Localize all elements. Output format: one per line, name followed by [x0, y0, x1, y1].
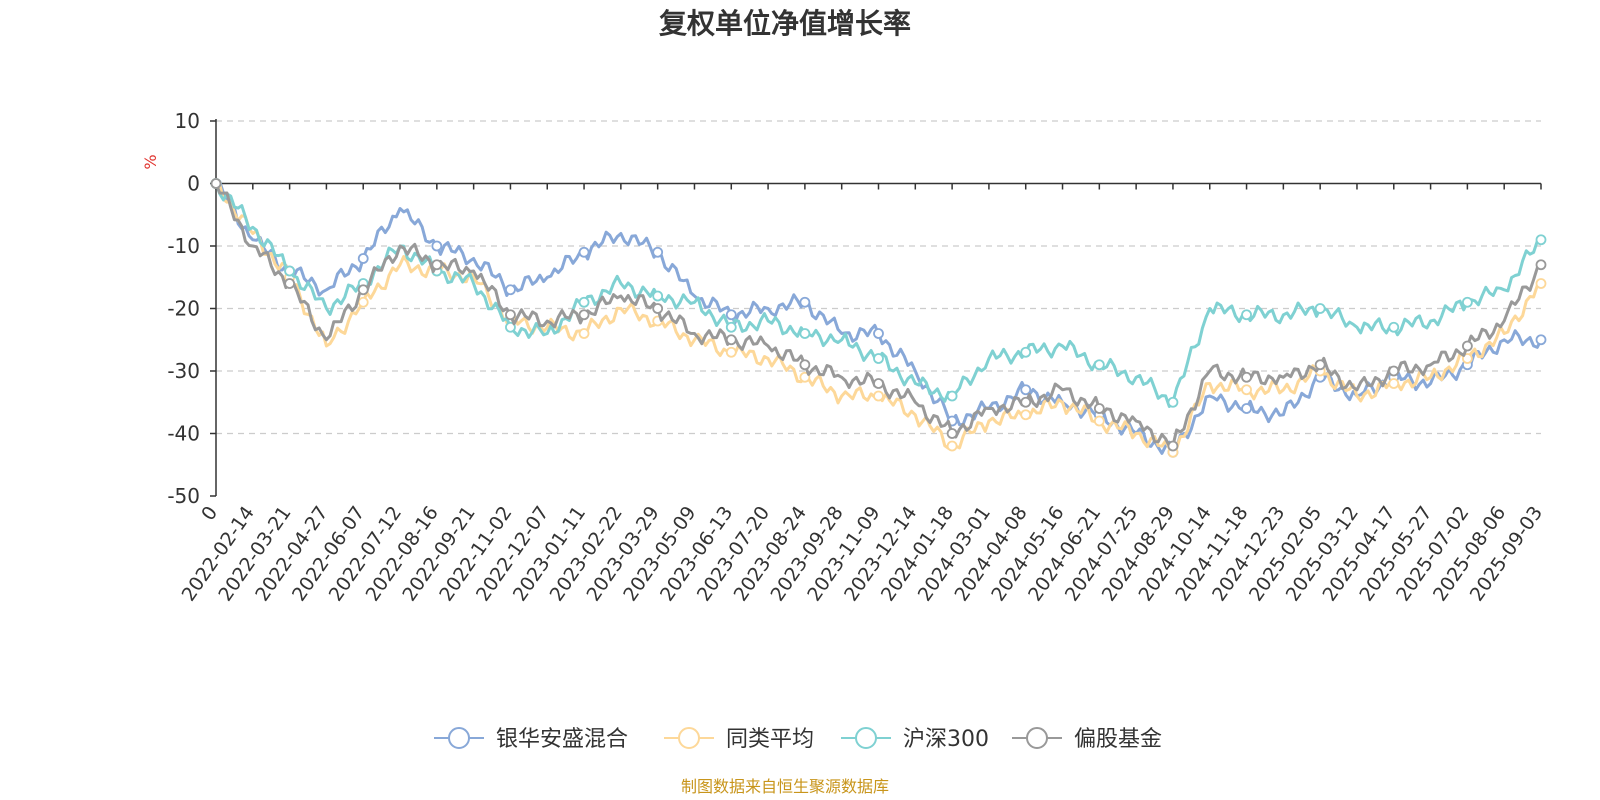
data-point — [357, 253, 369, 264]
data-point — [873, 353, 884, 364]
data-point — [1388, 378, 1400, 389]
data-point — [1535, 234, 1547, 246]
data-point — [210, 178, 222, 189]
data-point — [799, 328, 811, 339]
series-line — [214, 182, 1542, 408]
y-tick-label: -30 — [167, 359, 200, 383]
data-point — [1388, 365, 1400, 377]
legend: 银华安盛混合 同类平均 沪深300 偏股基金 — [434, 727, 1162, 752]
data-point — [799, 296, 811, 308]
data-point — [1461, 296, 1473, 308]
data-point — [431, 240, 443, 252]
data-point — [1167, 440, 1179, 452]
legend-label: 同类平均 — [726, 727, 814, 752]
data-point — [1461, 340, 1473, 352]
data-point — [946, 440, 958, 452]
y-tick-label: 0 — [187, 172, 200, 196]
data-point — [578, 328, 590, 339]
data-point — [1020, 346, 1032, 358]
data-point — [284, 278, 296, 289]
y-tick-label: -20 — [167, 297, 200, 321]
axes — [210, 119, 1542, 497]
y-tick-labels: 10 0 -10 -20 -30 -40 -50 — [167, 109, 200, 508]
data-point — [725, 309, 737, 321]
data-point — [1167, 396, 1179, 408]
data-point — [1020, 384, 1032, 396]
legend-marker — [678, 727, 700, 749]
y-axis-unit: % — [141, 154, 160, 169]
data-point — [946, 428, 958, 439]
data-point — [1020, 396, 1032, 408]
data-point — [652, 290, 664, 302]
y-tick-label: -10 — [167, 234, 200, 258]
x-tick-label: 0 — [197, 502, 222, 525]
x-tick-labels: 02022-02-142022-03-212022-04-272022-06-0… — [178, 502, 1548, 605]
legend-label: 偏股基金 — [1074, 727, 1162, 752]
data-point — [873, 390, 884, 402]
legend-label: 沪深300 — [903, 727, 989, 752]
legend-marker — [1026, 727, 1048, 749]
data-point — [799, 359, 811, 371]
series-lines — [210, 178, 1547, 458]
data-point — [357, 284, 369, 296]
data-point — [1461, 353, 1473, 364]
data-point — [578, 309, 590, 321]
data-point — [946, 390, 958, 402]
data-point — [505, 309, 516, 321]
data-point — [1314, 359, 1326, 371]
data-point — [1093, 415, 1105, 427]
chart-title: 复权单位净值增长率 — [659, 7, 911, 40]
data-point — [357, 296, 369, 308]
y-tick-label: 10 — [175, 109, 200, 133]
y-tick-label: -50 — [167, 484, 200, 508]
data-point — [578, 246, 590, 258]
data-source-note: 制图数据来自恒生聚源数据库 — [681, 777, 889, 796]
data-point — [652, 246, 664, 258]
data-point — [578, 296, 590, 308]
y-tick-label: -40 — [167, 422, 200, 446]
data-point — [873, 328, 884, 339]
data-point — [1388, 321, 1400, 333]
data-point — [725, 334, 737, 346]
data-point — [1020, 409, 1032, 421]
data-point — [1241, 371, 1252, 383]
data-point — [652, 303, 664, 314]
data-point — [505, 321, 516, 333]
legend-label: 银华安盛混合 — [496, 727, 628, 752]
data-point — [1535, 259, 1547, 271]
data-point — [1241, 403, 1252, 414]
data-point — [284, 265, 296, 277]
data-point — [1241, 309, 1252, 321]
data-point — [431, 259, 443, 271]
data-point — [1314, 303, 1326, 314]
data-point — [1535, 334, 1547, 346]
data-point — [799, 371, 811, 383]
data-point — [1241, 384, 1252, 396]
data-point — [505, 284, 516, 296]
data-point — [725, 346, 737, 358]
data-point — [1093, 359, 1105, 371]
data-point — [873, 378, 884, 389]
legend-marker — [855, 727, 877, 749]
data-point — [1093, 403, 1105, 414]
data-point — [1535, 278, 1547, 289]
legend-marker — [448, 727, 470, 749]
data-point — [725, 321, 737, 333]
